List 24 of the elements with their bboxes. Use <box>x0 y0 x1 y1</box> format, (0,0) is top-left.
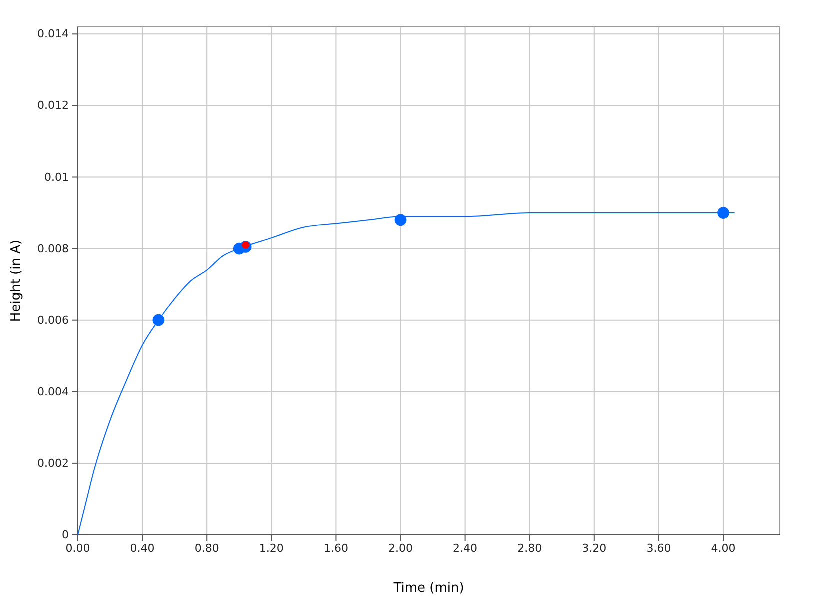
x-tick-label: 3.20 <box>582 542 607 555</box>
x-axis-title: Time (min) <box>392 581 464 596</box>
point <box>394 214 407 226</box>
y-tick-label: 0.002 <box>38 456 69 470</box>
y-axis-title: Height (in A) <box>9 240 24 322</box>
y-tick-label: 0.01 <box>44 170 69 184</box>
y-tick-label: 0.006 <box>38 314 69 327</box>
y-tick-label: 0.008 <box>38 242 69 256</box>
x-tick-label: 1.20 <box>259 542 284 555</box>
y-tick-label: 0 <box>62 528 69 542</box>
x-tick-label: 3.60 <box>646 542 672 555</box>
x-tick-label: 1.60 <box>324 542 348 555</box>
x-tick-label: 0.80 <box>194 542 220 555</box>
x-tick-label: 2.40 <box>453 542 478 555</box>
x-tick-label: 0.40 <box>130 542 155 555</box>
y-tick-label: 0.014 <box>38 28 69 41</box>
x-tick-label: 4.00 <box>711 542 736 555</box>
y-tick-label: 0.012 <box>38 99 69 112</box>
x-tick-label: 2.80 <box>518 542 542 555</box>
point <box>718 207 730 219</box>
y-tick-label: 0.004 <box>38 385 69 398</box>
x-tick-label: 0.00 <box>66 542 90 555</box>
x-tick-label: 2.00 <box>388 542 414 555</box>
point <box>152 314 165 326</box>
